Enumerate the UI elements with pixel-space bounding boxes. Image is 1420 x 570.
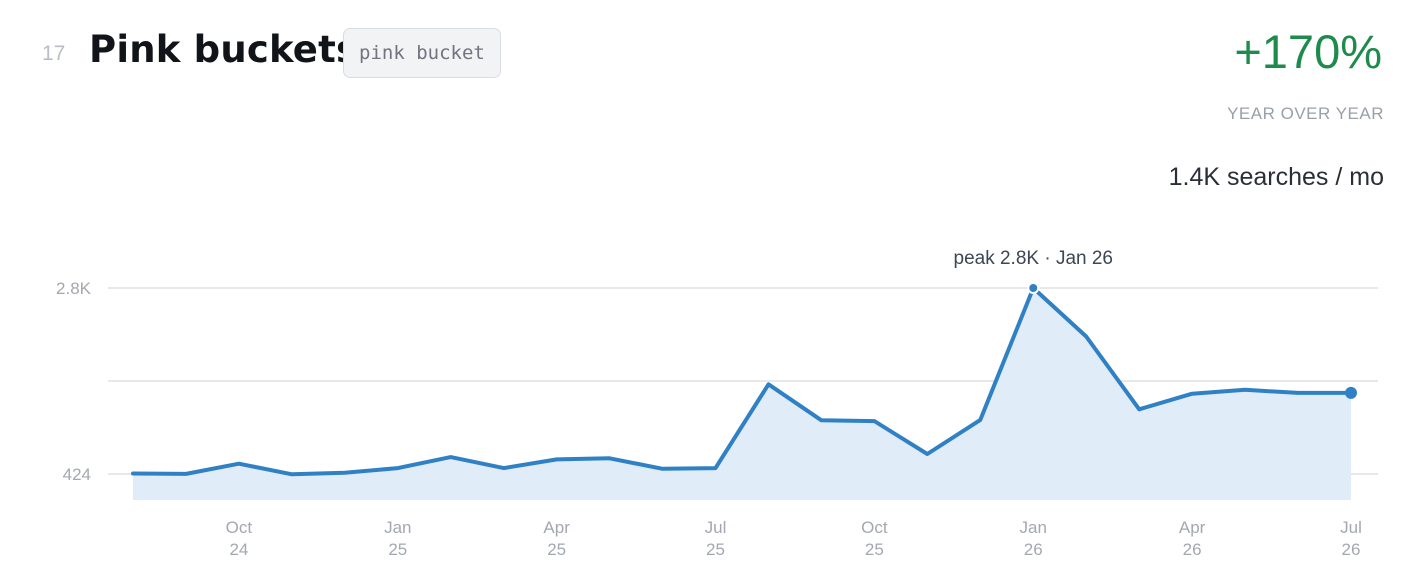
x-tick-month-5: Jan — [1020, 518, 1047, 537]
trend-area — [133, 288, 1351, 500]
x-tick-year-5: 26 — [1024, 540, 1043, 559]
x-tick-year-3: 25 — [706, 540, 725, 559]
trend-line — [131, 286, 1353, 477]
x-tick-month-3: Jul — [705, 518, 727, 537]
keyword-badge: pink bucket — [343, 28, 501, 78]
x-tick-month-2: Apr — [543, 518, 570, 537]
x-tick-year-4: 25 — [865, 540, 884, 559]
growth-label: YEAR OVER YEAR — [1227, 104, 1384, 123]
x-tick-month-0: Oct — [226, 518, 253, 537]
y-tick-label-0: 424 — [63, 465, 91, 484]
page-title: Pink buckets — [89, 28, 359, 71]
x-tick-month-4: Oct — [861, 518, 888, 537]
peak-annotation: peak 2.8K · Jan 26 — [954, 248, 1114, 269]
x-tick-month-7: Jul — [1340, 518, 1362, 537]
x-tick-month-1: Jan — [384, 518, 411, 537]
x-tick-month-6: Apr — [1179, 518, 1206, 537]
search-volume: 1.4K searches / mo — [1168, 163, 1384, 191]
latest-point-marker — [1345, 386, 1357, 399]
rank-number: 17 — [42, 42, 66, 65]
x-tick-year-7: 26 — [1342, 540, 1361, 559]
x-tick-year-6: 26 — [1183, 540, 1202, 559]
peak-marker — [1027, 282, 1040, 294]
x-tick-year-2: 25 — [547, 540, 566, 559]
growth-percentage: +170% — [1234, 25, 1382, 78]
y-tick-label-1: 2.8K — [56, 279, 92, 298]
x-tick-year-0: 24 — [229, 540, 248, 559]
x-tick-year-1: 25 — [388, 540, 407, 559]
